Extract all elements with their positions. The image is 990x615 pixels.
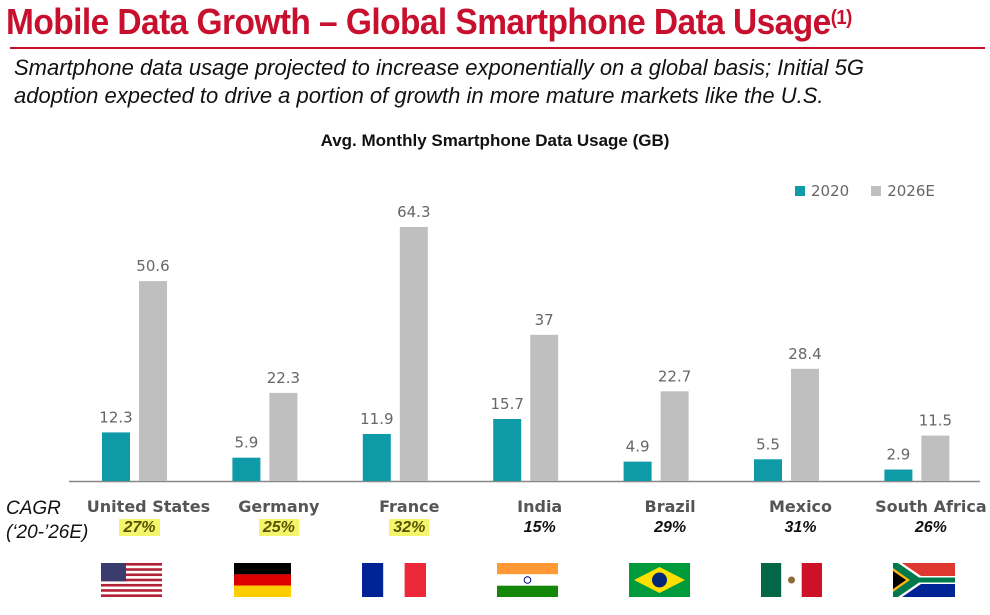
cagr-value-text: 25% <box>258 519 299 536</box>
cagr-value-france: 32% <box>344 519 474 537</box>
data-label: 11.9 <box>360 410 393 428</box>
data-label: 11.5 <box>919 412 952 430</box>
data-label: 37 <box>535 311 554 329</box>
mexico-flag-icon <box>761 563 822 597</box>
cagr-value-brazil: 29% <box>605 519 735 537</box>
cagr-value-text: 27% <box>119 519 160 536</box>
category-label-united-states: United States <box>86 497 211 516</box>
cagr-value-text: 26% <box>914 519 947 536</box>
data-label: 5.5 <box>756 435 780 453</box>
cagr-value-united-states: 27% <box>75 519 205 537</box>
bar-2020-germany <box>232 457 261 481</box>
data-label: 22.3 <box>267 369 300 387</box>
bar-2020-mexico <box>754 459 782 481</box>
bar-2026e-france <box>399 227 428 481</box>
chart-legend: 2020 2026E <box>795 182 957 200</box>
subtitle: Smartphone data usage projected to incre… <box>14 54 914 110</box>
cagr-value-text: 31% <box>784 519 817 536</box>
cagr-value-text: 32% <box>389 519 430 536</box>
subtitle-line-1: Smartphone data usage projected to incre… <box>14 55 864 80</box>
legend-label-2026e: 2026E <box>887 182 935 200</box>
cagr-value-germany: 25% <box>214 519 344 537</box>
us-flag-icon <box>101 563 162 597</box>
bar-2026e-brazil <box>660 391 689 481</box>
page-title-text: Mobile Data Growth – Global Smartphone D… <box>6 1 831 42</box>
data-label: 64.3 <box>397 203 430 221</box>
bar-2020-united-states <box>102 432 130 481</box>
data-label: 2.9 <box>886 446 910 464</box>
cagr-value-text: 29% <box>654 519 687 536</box>
page-title: Mobile Data Growth – Global Smartphone D… <box>6 0 852 44</box>
france-flag-icon <box>362 563 426 597</box>
cagr-value-text: 15% <box>523 519 556 536</box>
bar-2026e-united-states <box>139 281 167 481</box>
cagr-label-line-2: (‘20-’26E) <box>6 522 89 543</box>
category-label-south-africa: South Africa <box>875 497 987 516</box>
cagr-value-south-africa: 26% <box>866 519 990 537</box>
title-divider <box>10 47 985 49</box>
data-label: 15.7 <box>490 395 523 413</box>
cagr-value-mexico: 31% <box>736 519 866 537</box>
bar-2020-south-africa <box>884 469 913 481</box>
bar-2026e-mexico <box>791 368 819 481</box>
category-label-india: India <box>517 497 563 516</box>
data-label: 12.3 <box>99 408 132 426</box>
bar-2020-brazil <box>623 461 652 481</box>
bar-2020-france <box>362 433 391 481</box>
data-label: 28.4 <box>788 345 821 363</box>
legend-swatch-2026e <box>871 186 882 196</box>
footnote-marker: (1) <box>830 7 853 29</box>
chart-title: Avg. Monthly Smartphone Data Usage (GB) <box>320 131 670 150</box>
germany-flag-icon <box>234 563 291 597</box>
subtitle-line-2: adoption expected to drive a portion of … <box>14 83 824 108</box>
legend-swatch-2020 <box>795 186 805 196</box>
cagr-label: CAGR (‘20-’26E) <box>6 497 88 545</box>
bar-2020-india <box>493 418 522 481</box>
legend-item-2020: 2020 <box>795 182 849 200</box>
brazil-flag-icon <box>629 563 690 597</box>
category-label-mexico: Mexico <box>768 497 833 516</box>
category-label-brazil: Brazil <box>644 497 696 516</box>
bar-2026e-india <box>530 334 559 481</box>
data-label: 4.9 <box>626 438 650 456</box>
legend-label-2020: 2020 <box>811 182 850 200</box>
south-africa-flag-icon <box>893 563 955 597</box>
data-label: 50.6 <box>136 257 169 275</box>
bar-2026e-germany <box>269 392 298 481</box>
data-label: 22.7 <box>658 367 691 385</box>
bar-2026e-south-africa <box>921 435 950 481</box>
data-label: 5.9 <box>234 434 258 452</box>
india-flag-icon <box>497 563 558 597</box>
category-label-france: France <box>379 497 440 516</box>
legend-item-2026e: 2026E <box>871 182 935 200</box>
cagr-label-line-1: CAGR <box>6 498 61 519</box>
cagr-value-india: 15% <box>475 519 605 537</box>
category-label-germany: Germany <box>238 497 320 516</box>
